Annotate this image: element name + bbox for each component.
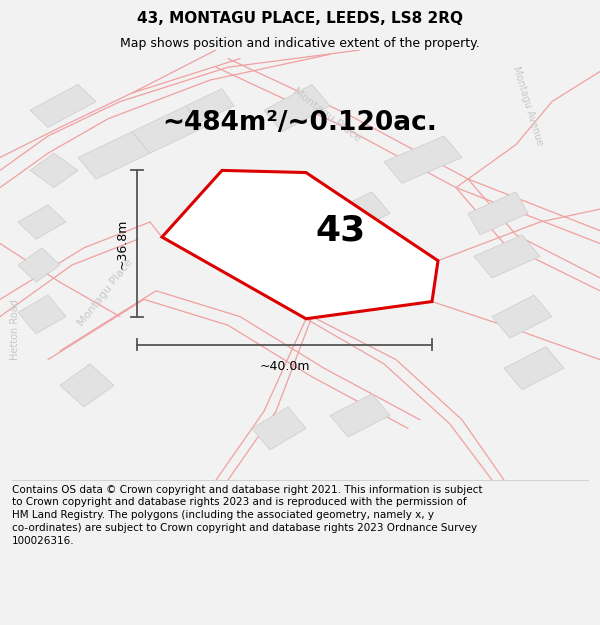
Polygon shape bbox=[492, 295, 552, 338]
Text: Montagu Place: Montagu Place bbox=[76, 258, 134, 328]
Polygon shape bbox=[30, 153, 78, 188]
Polygon shape bbox=[18, 295, 66, 334]
Text: Hetton Road: Hetton Road bbox=[10, 299, 20, 360]
Polygon shape bbox=[18, 205, 66, 239]
Text: 43: 43 bbox=[316, 214, 366, 248]
Polygon shape bbox=[264, 84, 330, 132]
Polygon shape bbox=[60, 364, 114, 407]
Polygon shape bbox=[468, 192, 528, 235]
Polygon shape bbox=[504, 347, 564, 390]
Polygon shape bbox=[336, 192, 390, 231]
Text: ~40.0m: ~40.0m bbox=[259, 361, 310, 373]
Polygon shape bbox=[186, 89, 234, 123]
Polygon shape bbox=[330, 394, 390, 437]
Polygon shape bbox=[78, 132, 150, 179]
Polygon shape bbox=[234, 222, 294, 265]
Polygon shape bbox=[132, 106, 204, 153]
Polygon shape bbox=[384, 136, 462, 183]
Polygon shape bbox=[162, 171, 438, 319]
Polygon shape bbox=[252, 407, 306, 450]
Text: ~484m²/~0.120ac.: ~484m²/~0.120ac. bbox=[163, 110, 437, 136]
Text: Map shows position and indicative extent of the property.: Map shows position and indicative extent… bbox=[120, 38, 480, 51]
Text: Contains OS data © Crown copyright and database right 2021. This information is : Contains OS data © Crown copyright and d… bbox=[12, 484, 482, 546]
Polygon shape bbox=[234, 188, 294, 231]
Text: 43, MONTAGU PLACE, LEEDS, LS8 2RQ: 43, MONTAGU PLACE, LEEDS, LS8 2RQ bbox=[137, 11, 463, 26]
Text: Montagu Place: Montagu Place bbox=[291, 86, 363, 143]
Text: Montagu Avenue: Montagu Avenue bbox=[511, 65, 545, 147]
Polygon shape bbox=[18, 248, 60, 282]
Text: ~36.8m: ~36.8m bbox=[115, 219, 128, 269]
Polygon shape bbox=[474, 235, 540, 278]
Polygon shape bbox=[30, 84, 96, 127]
